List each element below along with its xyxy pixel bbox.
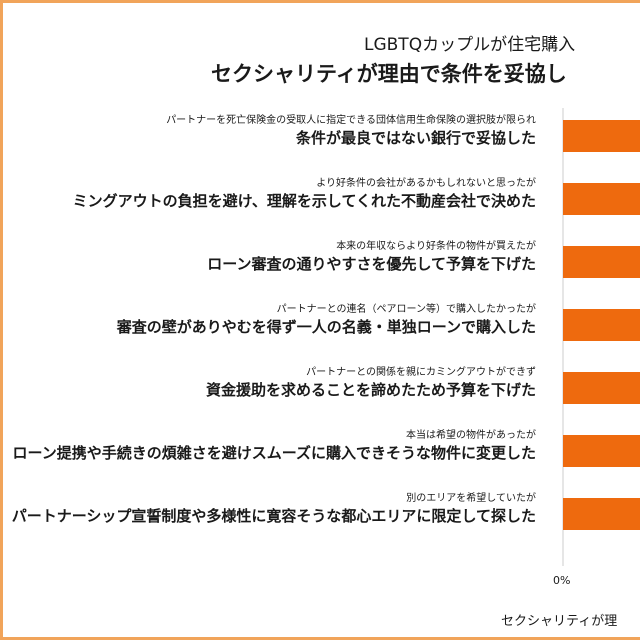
category-label: パートナーとの連名（ペアローン等）で購入したかったが審査の壁がありやむを得ず一人… bbox=[117, 303, 536, 337]
bar bbox=[563, 309, 640, 341]
chart-subtitle: セクシャリティが理由で条件を妥協し bbox=[211, 62, 567, 86]
category-main-label: 資金援助を求めることを諦めたため予算を下げた bbox=[205, 381, 536, 399]
category-label: パートナーを死亡保険金の受取人に指定できる団体信用生命保険の選択肢が限られ条件が… bbox=[166, 114, 536, 148]
category-label: 本来の年収ならより好条件の物件が買えたがローン審査の通りやすさを優先して予算を下… bbox=[207, 240, 536, 274]
category-main-label: ミングアウトの負担を避け、理解を示してくれた不動産会社で決めた bbox=[72, 192, 536, 210]
category-sub-label: 別のエリアを希望していたが bbox=[406, 493, 536, 504]
bar bbox=[563, 372, 640, 404]
x-axis-label: セクシャリティが理 bbox=[501, 614, 618, 629]
category-sub-label: より好条件の会社があるかもしれないと思ったが bbox=[316, 178, 536, 189]
bar bbox=[563, 435, 640, 467]
bar bbox=[563, 498, 640, 530]
category-sub-label: パートナーとの連名（ペアローン等）で購入したかったが bbox=[276, 304, 536, 315]
x-tick-label: 0% bbox=[553, 574, 571, 587]
category-sub-label: パートナーを死亡保険金の受取人に指定できる団体信用生命保険の選択肢が限られ bbox=[166, 115, 536, 126]
category-label: より好条件の会社があるかもしれないと思ったがミングアウトの負担を避け、理解を示し… bbox=[73, 177, 536, 211]
category-sub-label: 本当は希望の物件があったが bbox=[406, 430, 536, 441]
bar bbox=[563, 183, 640, 215]
category-main-label: 条件が最良ではない銀行で妥協した bbox=[295, 129, 536, 147]
category-label: パートナーとの関係を親にカミングアウトができず資金援助を求めることを諦めたため予… bbox=[206, 366, 536, 400]
category-main-label: ローン審査の通りやすさを優先して予算を下げた bbox=[207, 255, 536, 273]
category-main-label: 審査の壁がありやむを得ず一人の名義・単独ローンで購入した bbox=[116, 318, 536, 336]
bar bbox=[563, 120, 640, 152]
category-main-label: パートナーシップ宣誓制度や多様性に寛容そうな都心エリアに限定して探した bbox=[11, 507, 536, 525]
category-sub-label: パートナーとの関係を親にカミングアウトができず bbox=[306, 367, 536, 378]
bar bbox=[563, 246, 640, 278]
category-main-label: ローン提携や手続きの煩雑さを避けスムーズに購入できそうな物件に変更した bbox=[12, 444, 536, 462]
chart-title: LGBTQカップルが住宅購入 bbox=[364, 35, 576, 55]
category-label: 別のエリアを希望していたがパートナーシップ宣誓制度や多様性に寛容そうな都心エリア… bbox=[12, 492, 536, 526]
category-label: 本当は希望の物件があったがローン提携や手続きの煩雑さを避けスムーズに購入できそう… bbox=[12, 429, 536, 463]
category-sub-label: 本来の年収ならより好条件の物件が買えたが bbox=[336, 241, 536, 252]
